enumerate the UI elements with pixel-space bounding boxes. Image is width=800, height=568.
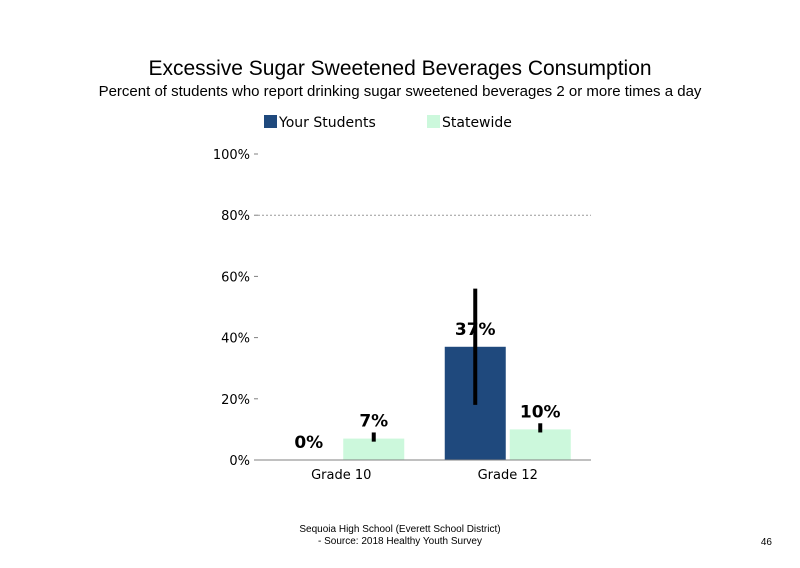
legend-label-your-students: Your Students [279, 115, 376, 131]
y-tick-label: 20% [221, 393, 250, 408]
x-tick-label: Grade 12 [478, 468, 538, 483]
legend-item-statewide: Statewide [427, 115, 512, 131]
y-tick-label: 60% [221, 270, 250, 285]
bar [343, 438, 405, 460]
y-tick-label: 80% [221, 209, 250, 224]
bar [509, 429, 571, 460]
x-tick-label: Grade 10 [311, 468, 371, 483]
data-label: 0% [294, 433, 323, 453]
y-tick-label: 0% [229, 454, 250, 469]
data-label: 37% [455, 320, 496, 340]
legend-swatch-statewide [427, 115, 440, 128]
data-label: 7% [359, 412, 388, 432]
y-tick-label: 40% [221, 332, 250, 347]
footer-school: Sequoia High School (Everett School Dist… [299, 524, 501, 535]
legend-label-statewide: Statewide [442, 115, 512, 131]
chart-subtitle: Percent of students who report drinking … [98, 83, 702, 100]
legend-item-your-students: Your Students [264, 115, 376, 131]
y-tick-label: 100% [213, 148, 250, 163]
chart-title: Excessive Sugar Sweetened Beverages Cons… [148, 57, 652, 80]
legend-swatch-your-students [264, 115, 277, 128]
data-label: 10% [520, 402, 561, 422]
page-number: 46 [760, 537, 772, 548]
footer-source: - Source: 2018 Healthy Youth Survey [318, 536, 482, 547]
footer: Sequoia High School (Everett School Dist… [200, 524, 600, 548]
